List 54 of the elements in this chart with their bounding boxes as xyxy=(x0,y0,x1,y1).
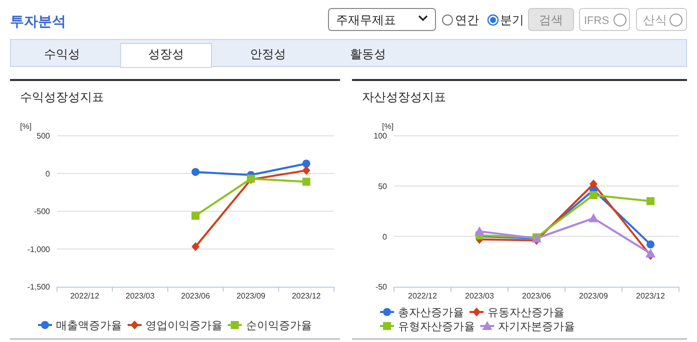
text: 투자분석 xyxy=(10,13,66,29)
legend-label: 총자산증가율 xyxy=(398,307,464,319)
point xyxy=(302,166,310,175)
y-axis-title: [%] xyxy=(20,122,32,131)
text: 수익성 xyxy=(44,47,80,61)
legend-label: 순이익증가율 xyxy=(246,320,312,332)
point xyxy=(590,191,598,200)
y-tick-label: -1,500 xyxy=(27,282,51,292)
point xyxy=(646,240,654,248)
point xyxy=(588,213,598,222)
y-tick-label: 0 xyxy=(382,232,388,242)
x-tick-label: 2023/06 xyxy=(522,292,552,301)
y-tick-label: -500 xyxy=(34,207,51,216)
y-tick-label: 500 xyxy=(36,132,51,141)
text: IFRS xyxy=(584,15,610,27)
text: 검색 xyxy=(539,13,563,27)
x-tick-label: 2023/03 xyxy=(465,292,495,301)
y-tick-label: -50 xyxy=(375,282,388,292)
x-tick-label: 2023/09 xyxy=(579,292,609,301)
point xyxy=(192,168,200,176)
point xyxy=(192,212,200,220)
point xyxy=(302,178,310,186)
legend-label: 매출액증가율 xyxy=(56,320,122,332)
legend-label: 유형자산증가율 xyxy=(398,321,475,333)
y-tick-label: -1,000 xyxy=(27,244,51,254)
chart-title: 자산성장성지표 xyxy=(362,90,446,104)
point xyxy=(646,248,656,258)
y-tick-label: 0 xyxy=(46,169,51,178)
text: 주재무제표 xyxy=(336,13,396,27)
text: 성장성 xyxy=(148,47,184,61)
text: 분기 xyxy=(500,13,524,27)
chart-title: 수익성장성지표 xyxy=(20,90,104,104)
point xyxy=(474,226,484,236)
x-tick-label: 2023/06 xyxy=(181,292,211,301)
text: 안정성 xyxy=(250,47,286,61)
point xyxy=(590,180,598,189)
y-tick-label: 50 xyxy=(378,182,388,192)
x-tick-label: 2023/09 xyxy=(236,292,266,301)
text: 활동성 xyxy=(350,47,386,61)
legend-label: 자기자본증가율 xyxy=(498,321,576,333)
x-tick-label: 2022/12 xyxy=(408,292,438,301)
legend-label: 유동자산증가율 xyxy=(488,307,565,319)
y-axis-title: [%] xyxy=(382,122,394,131)
x-tick-label: 2023/03 xyxy=(126,292,156,301)
point xyxy=(646,197,654,206)
text: 산식 xyxy=(643,13,667,27)
point xyxy=(302,160,310,168)
legend-label: 영업이익증가율 xyxy=(146,320,223,332)
y-tick-label: 100 xyxy=(374,132,388,141)
point xyxy=(192,242,200,252)
text: 연간 xyxy=(455,13,479,27)
x-tick-label: 2022/12 xyxy=(70,292,100,301)
x-tick-label: 2023/12 xyxy=(292,292,322,301)
x-tick-label: 2023/12 xyxy=(636,292,666,301)
